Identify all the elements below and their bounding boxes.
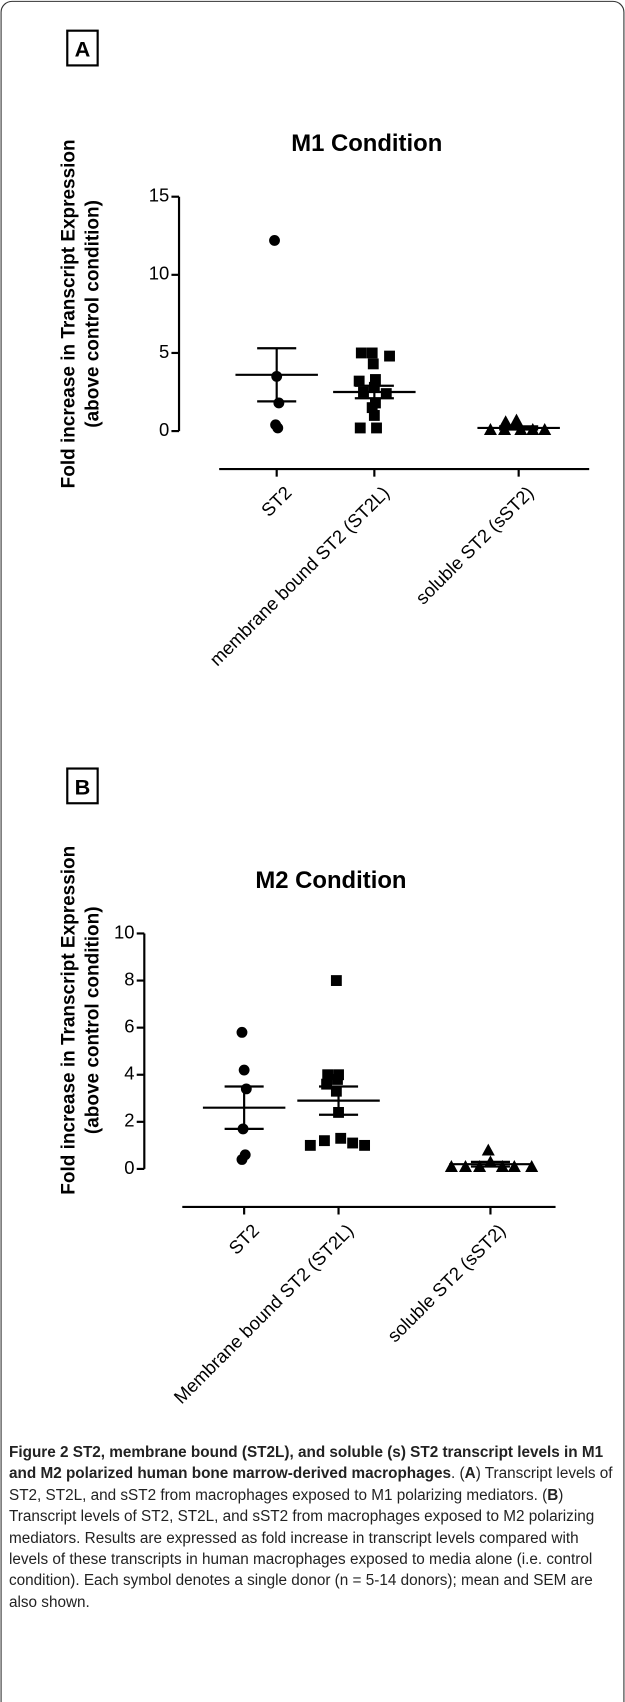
data-point (458, 1160, 473, 1172)
data-point (304, 1139, 316, 1151)
data-point (481, 1143, 495, 1156)
data-point (347, 1137, 359, 1149)
sem-error-bar (257, 347, 297, 403)
data-point (371, 422, 382, 434)
y-tick-label: 2 (124, 1110, 134, 1131)
y-tick-label: 0 (124, 1157, 134, 1178)
y-axis-label: Fold increase in Transcript Expression (58, 846, 79, 1195)
caption-run: A (464, 1465, 476, 1483)
data-point (319, 1135, 330, 1147)
panel-label-box (66, 29, 99, 67)
x-tick-label: Membrane bound ST2 (ST2L) (169, 1220, 357, 1408)
y-tick-label: 8 (124, 968, 134, 989)
x-tick-label: soluble ST2 (sST2) (383, 1220, 509, 1346)
y-tick-label: 4 (124, 1063, 134, 1084)
data-point (359, 1139, 371, 1151)
data-point (525, 1160, 539, 1172)
data-point (367, 358, 379, 370)
sem-error-bar (224, 1085, 264, 1130)
data-point (335, 1132, 347, 1144)
data-point (273, 397, 285, 409)
y-axis-label: Fold increase in Transcript Expression (58, 139, 79, 488)
caption-run: ) Transcript levels of ST2, ST2L, and sS… (9, 1465, 613, 1504)
data-point (321, 1078, 333, 1090)
sem-error-bar (470, 1160, 510, 1168)
caption: Figure 2 ST2, membrane bound (ST2L), and… (9, 1442, 617, 1613)
y-tick-label: 15 (149, 185, 170, 206)
data-point (366, 347, 378, 359)
panel-label: B (75, 775, 91, 800)
data-point (354, 422, 366, 434)
data-point (236, 1026, 248, 1038)
data-point (499, 415, 513, 428)
sem-error-bar (499, 425, 539, 431)
caption-run: Figure 2 ST2, membrane bound (ST2L), and… (9, 1444, 604, 1483)
y-axis-label: (above control condition) (82, 200, 103, 428)
data-point (236, 1154, 248, 1165)
data-point (238, 1064, 250, 1076)
data-point (322, 1069, 334, 1081)
data-point (384, 350, 395, 362)
caption-run: ) Transcript levels of ST2, ST2L, and sS… (9, 1486, 595, 1611)
y-axis-label: (above control condition) (82, 906, 103, 1134)
data-point (240, 1083, 252, 1095)
sem-error-bar (354, 384, 394, 400)
y-tick-label: 6 (124, 1016, 134, 1037)
data-point (269, 235, 280, 246)
data-point (353, 375, 365, 387)
data-point (509, 413, 524, 426)
data-point (444, 1160, 458, 1172)
data-point (507, 1160, 521, 1172)
x-tick-label: membrane bound ST2 (ST2L) (205, 482, 393, 670)
data-point (368, 410, 380, 421)
x-tick-label: ST2 (224, 1220, 263, 1259)
sem-error-bar (319, 1085, 359, 1116)
chart-title: M1 Condition (291, 130, 442, 157)
chart-title: M2 Condition (255, 867, 406, 894)
x-tick-label: soluble ST2 (sST2) (411, 482, 537, 608)
y-tick-label: 5 (159, 341, 169, 362)
caption-run: B (547, 1486, 559, 1504)
data-point (366, 402, 378, 414)
data-point (332, 1074, 343, 1085)
panel-label-box (66, 767, 99, 805)
data-point (330, 975, 342, 986)
y-tick-label: 10 (114, 921, 135, 942)
caption-run: . ( (451, 1465, 465, 1483)
data-point (370, 374, 381, 385)
x-tick-label: ST2 (257, 482, 296, 521)
y-tick-label: 10 (149, 263, 170, 284)
y-tick-label: 0 (159, 419, 169, 440)
data-point (272, 422, 284, 434)
data-point (355, 347, 367, 359)
data-point (330, 1085, 342, 1097)
panel-label: A (75, 37, 91, 62)
data-point (380, 388, 392, 400)
